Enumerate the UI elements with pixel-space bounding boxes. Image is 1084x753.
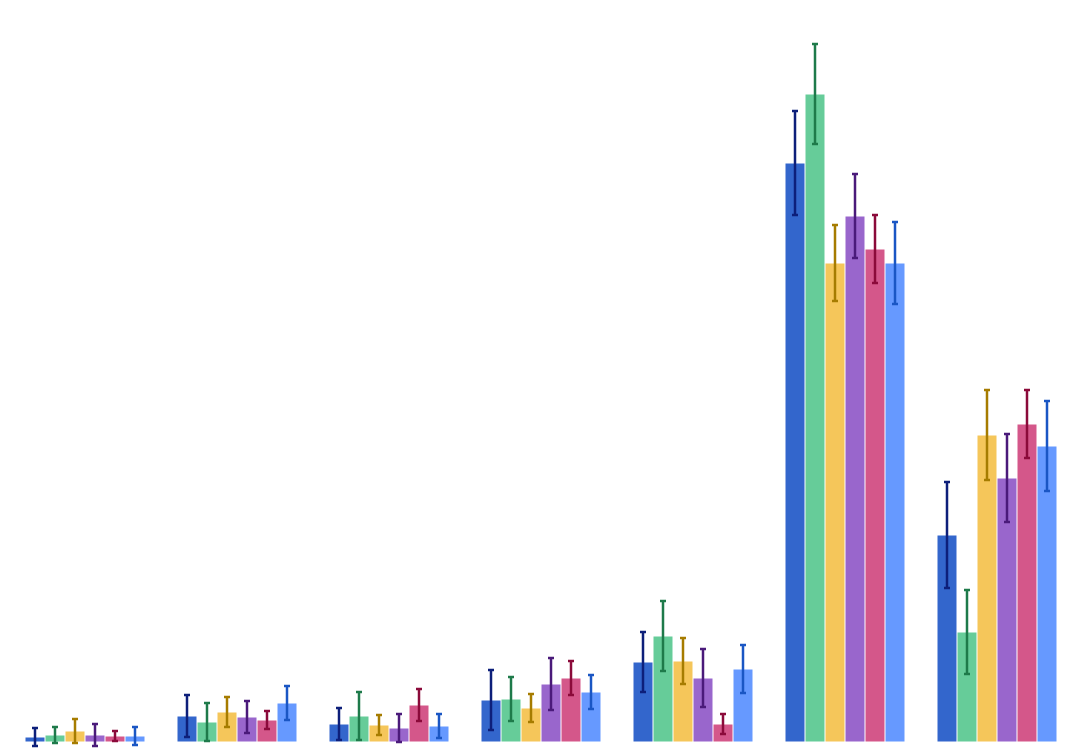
error-bar xyxy=(680,636,686,686)
error-bar xyxy=(720,712,726,736)
bar xyxy=(884,262,906,743)
error-bar xyxy=(356,690,362,742)
error-bar xyxy=(336,706,342,742)
error-bar xyxy=(72,717,78,745)
error-bar xyxy=(740,643,746,695)
error-bar xyxy=(964,588,970,676)
error-bar xyxy=(1044,399,1050,493)
error-bar xyxy=(436,712,442,740)
error-bar xyxy=(892,220,898,306)
error-bar xyxy=(1004,432,1010,524)
error-bar xyxy=(660,599,666,673)
error-bar xyxy=(640,630,646,694)
error-bar xyxy=(812,42,818,146)
error-bar xyxy=(508,675,514,723)
error-bar xyxy=(588,673,594,711)
error-bar xyxy=(568,659,574,697)
error-bar xyxy=(528,692,534,724)
error-bar xyxy=(92,722,98,748)
error-bar xyxy=(132,725,138,747)
bar xyxy=(844,215,866,743)
error-bar xyxy=(264,709,270,731)
error-bar xyxy=(832,223,838,303)
error-bar xyxy=(792,109,798,217)
error-bar xyxy=(488,668,494,732)
bar xyxy=(1016,423,1038,743)
bar xyxy=(824,262,846,743)
error-bar xyxy=(224,695,230,729)
error-bar xyxy=(112,729,118,743)
error-bar xyxy=(944,480,950,590)
error-bar xyxy=(852,172,858,260)
bar xyxy=(864,248,886,743)
error-bar xyxy=(984,388,990,482)
error-bar xyxy=(32,726,38,748)
error-bar xyxy=(244,699,250,735)
error-bar xyxy=(184,693,190,739)
error-bar xyxy=(376,713,382,737)
error-bar xyxy=(204,701,210,743)
error-bar xyxy=(1024,388,1030,460)
error-bar xyxy=(284,684,290,722)
error-bar xyxy=(396,712,402,744)
error-bar xyxy=(548,656,554,712)
error-bar xyxy=(52,725,58,745)
bar xyxy=(784,162,806,743)
error-bar xyxy=(700,647,706,709)
error-bar xyxy=(872,213,878,285)
bar xyxy=(804,93,826,743)
error-bar xyxy=(416,687,422,723)
